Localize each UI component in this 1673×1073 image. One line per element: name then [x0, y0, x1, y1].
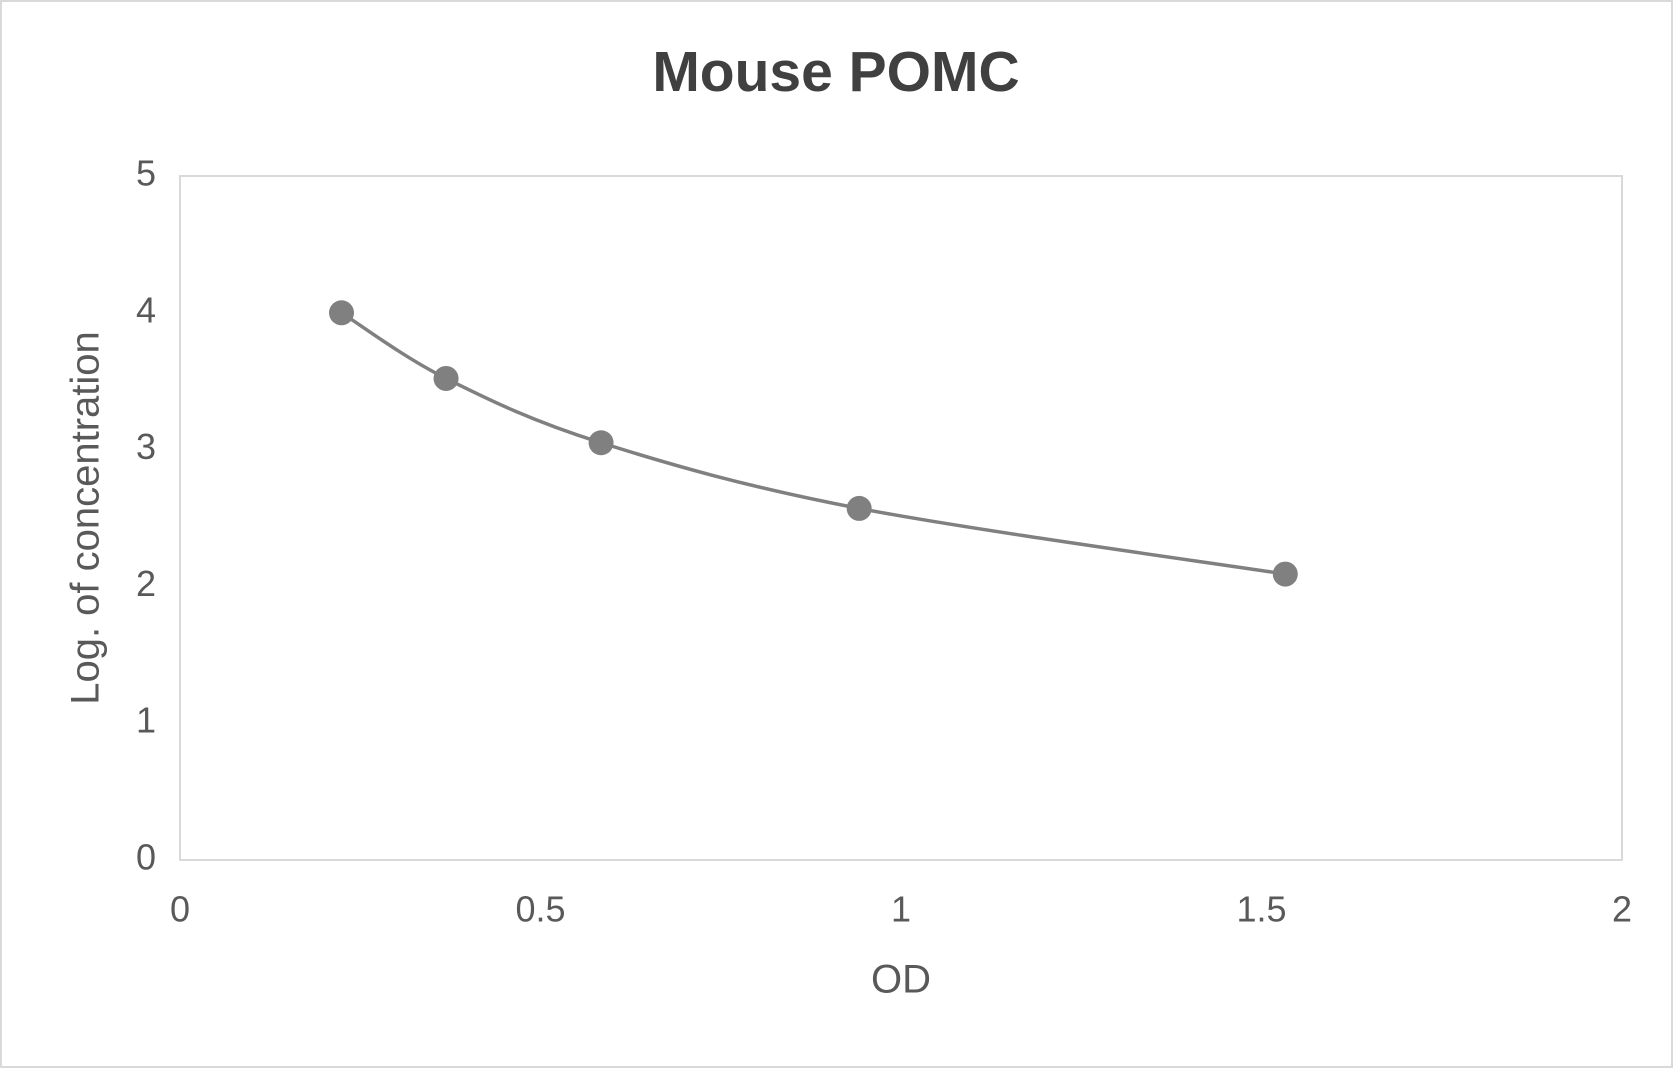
y-axis-label: Log. of concentration — [64, 331, 108, 705]
y-tick-label: 3 — [136, 426, 156, 467]
x-axis-label: OD — [871, 958, 931, 1002]
x-tick-label: 1.5 — [1236, 889, 1286, 930]
data-point — [329, 300, 355, 326]
y-tick-label: 4 — [136, 289, 156, 330]
y-tick-label: 1 — [136, 700, 156, 741]
y-tick-label: 0 — [136, 837, 156, 878]
y-tick-label: 5 — [136, 153, 156, 194]
data-point — [588, 430, 614, 456]
data-point — [433, 365, 459, 391]
plot-area — [179, 175, 1623, 861]
data-point — [846, 495, 872, 521]
x-tick-label: 1 — [891, 889, 911, 930]
y-tick-label: 2 — [136, 563, 156, 604]
chart-title: Mouse POMC — [652, 40, 1019, 104]
series-line — [340, 311, 1286, 576]
x-tick-label: 2 — [1612, 889, 1632, 930]
data-point — [1272, 561, 1298, 587]
x-tick-label: 0.5 — [515, 889, 565, 930]
x-tick-label: 0 — [170, 889, 190, 930]
